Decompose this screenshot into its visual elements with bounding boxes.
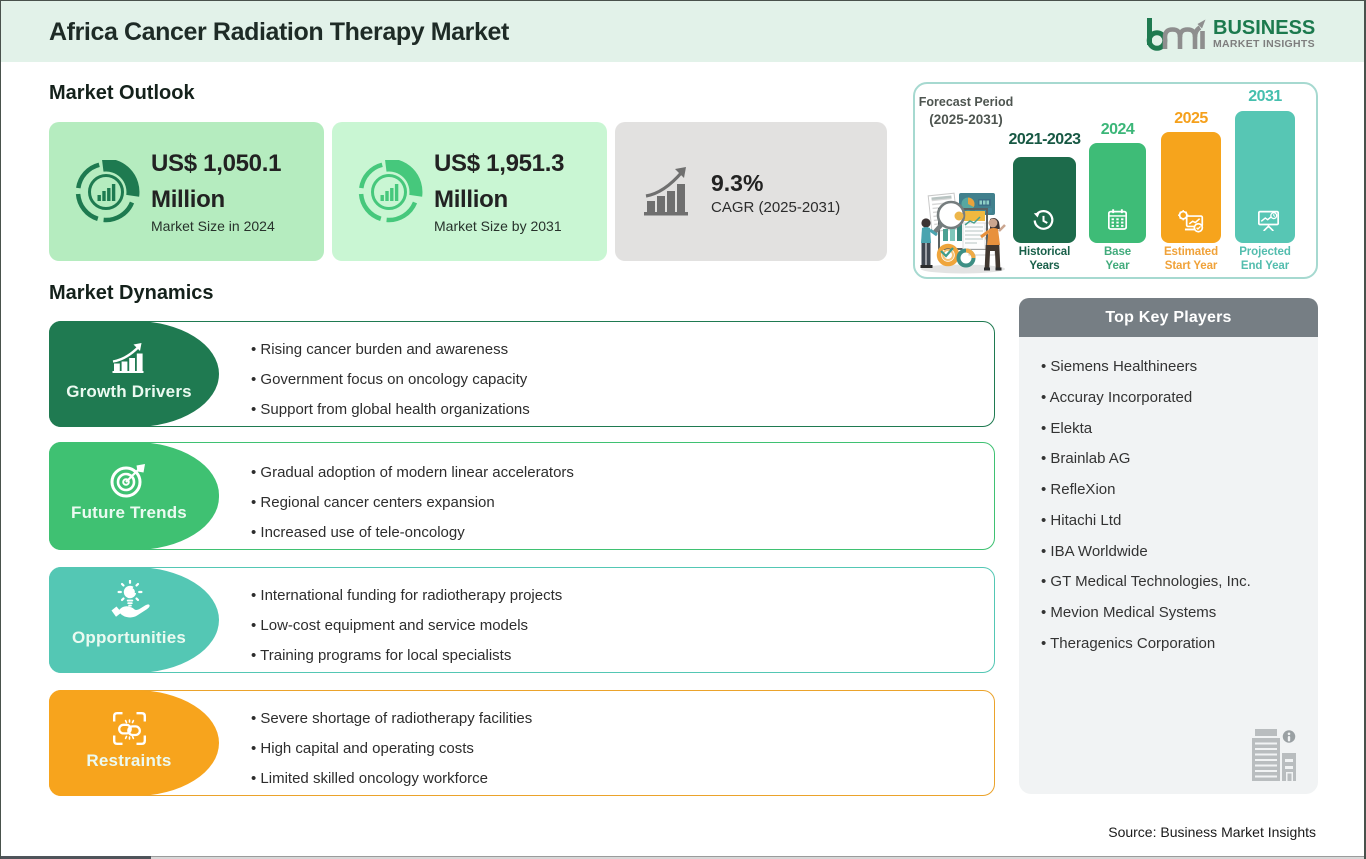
svg-text:BUSINESS: BUSINESS <box>1213 17 1315 39</box>
svg-text:MARKET INSIGHTS: MARKET INSIGHTS <box>1213 38 1315 50</box>
